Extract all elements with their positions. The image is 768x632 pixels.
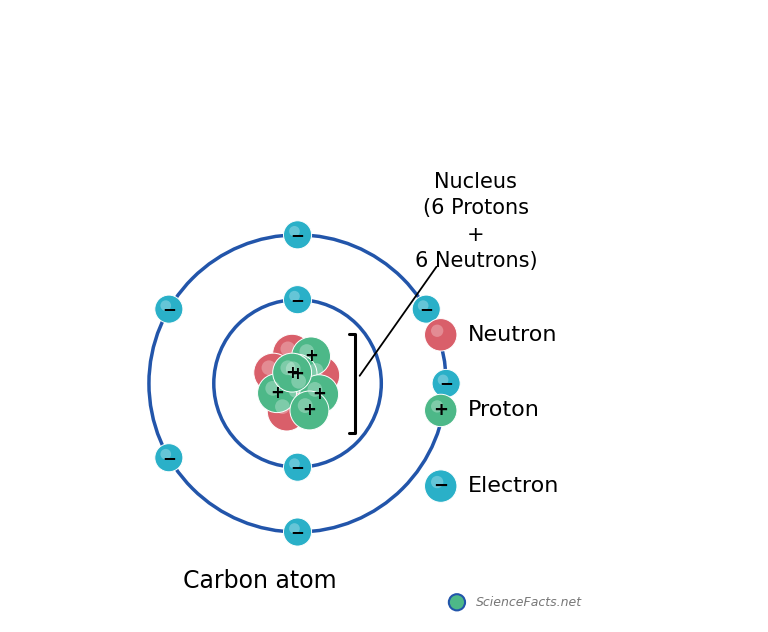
Circle shape	[309, 363, 323, 378]
Circle shape	[283, 367, 323, 406]
Text: −: −	[433, 477, 449, 495]
Circle shape	[289, 458, 300, 469]
Circle shape	[253, 353, 293, 392]
Text: −: −	[290, 226, 304, 244]
Circle shape	[449, 594, 465, 611]
Circle shape	[289, 383, 303, 398]
Circle shape	[418, 300, 429, 311]
Text: +: +	[290, 365, 304, 383]
Circle shape	[425, 470, 457, 502]
Text: Nucleus
(6 Protons
+
6 Neutrons): Nucleus (6 Protons + 6 Neutrons)	[415, 172, 537, 271]
Circle shape	[273, 334, 312, 373]
Text: −: −	[162, 449, 176, 467]
Circle shape	[262, 360, 276, 375]
Circle shape	[280, 360, 295, 375]
Circle shape	[155, 444, 183, 471]
Circle shape	[300, 375, 339, 414]
Circle shape	[281, 376, 319, 415]
Circle shape	[289, 226, 300, 236]
Circle shape	[432, 369, 460, 398]
Text: +: +	[313, 386, 326, 403]
Text: +: +	[433, 401, 449, 420]
Text: −: −	[290, 291, 304, 308]
Circle shape	[431, 400, 443, 413]
Circle shape	[283, 518, 312, 546]
Circle shape	[265, 381, 280, 396]
Circle shape	[286, 362, 300, 376]
Circle shape	[291, 374, 306, 389]
Text: +: +	[304, 348, 318, 365]
Text: Proton: Proton	[468, 401, 540, 420]
Text: Structure of Atom: Structure of Atom	[116, 20, 652, 72]
Circle shape	[298, 398, 313, 413]
Circle shape	[280, 341, 295, 356]
Text: −: −	[290, 523, 304, 541]
Circle shape	[431, 325, 443, 337]
Circle shape	[278, 355, 317, 393]
Circle shape	[307, 382, 323, 397]
Text: +: +	[285, 363, 299, 382]
Circle shape	[283, 286, 312, 313]
Circle shape	[257, 374, 296, 413]
Circle shape	[412, 295, 440, 323]
Circle shape	[275, 399, 290, 414]
Text: −: −	[290, 458, 304, 476]
Text: −: −	[439, 374, 453, 392]
Circle shape	[438, 375, 449, 386]
Circle shape	[431, 476, 443, 488]
Text: Neutron: Neutron	[468, 325, 558, 345]
Circle shape	[301, 356, 339, 395]
Text: Electron: Electron	[468, 476, 559, 496]
Circle shape	[425, 319, 457, 351]
Text: Carbon atom: Carbon atom	[183, 569, 336, 593]
Circle shape	[290, 391, 329, 430]
Circle shape	[289, 523, 300, 534]
Circle shape	[425, 394, 457, 427]
Circle shape	[161, 449, 171, 459]
Circle shape	[155, 295, 183, 323]
Circle shape	[267, 392, 306, 431]
Circle shape	[292, 337, 330, 376]
Circle shape	[300, 344, 314, 359]
Circle shape	[283, 453, 312, 481]
Text: −: −	[419, 300, 433, 318]
Circle shape	[273, 353, 312, 392]
Text: +: +	[303, 401, 316, 420]
Circle shape	[161, 300, 171, 311]
Circle shape	[283, 221, 312, 249]
Text: +: +	[270, 384, 284, 402]
Text: ScienceFacts.net: ScienceFacts.net	[476, 596, 582, 609]
Text: −: −	[162, 300, 176, 318]
Circle shape	[289, 291, 300, 301]
